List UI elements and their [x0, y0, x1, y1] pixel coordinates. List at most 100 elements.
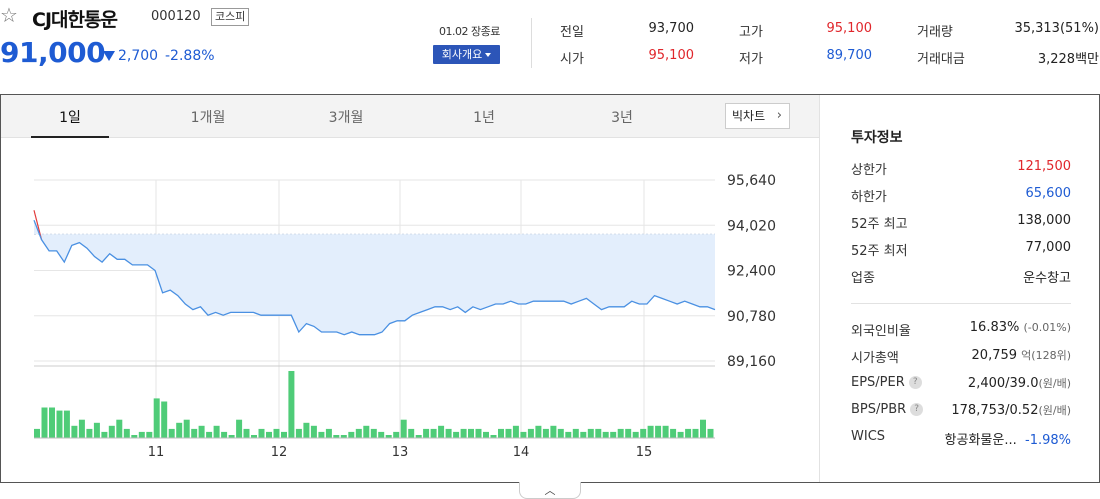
- help-icon[interactable]: ?: [910, 403, 924, 416]
- bps-pbr-text: BPS/PBR: [851, 402, 907, 417]
- tab-3year[interactable]: 3년: [611, 110, 633, 126]
- price-chart[interactable]: 95,640 94,020 92,400 90,780 89,160 11 12 13 14 15: [1, 139, 819, 483]
- low-label: 저가: [739, 52, 763, 67]
- x-tick-label: 14: [513, 445, 530, 460]
- volume-bar: [685, 428, 692, 438]
- volume-bar: [632, 431, 639, 438]
- volume-bar: [550, 425, 557, 438]
- bps-pbr-unit: (원/배): [1038, 404, 1071, 417]
- volume-bar: [542, 428, 549, 438]
- price-line: [33, 219, 716, 336]
- lower-limit-row: 하한가 65,600: [851, 186, 1072, 205]
- volume-bar: [580, 431, 587, 438]
- market-cap-row: 시가총액 20,759 억(128위): [851, 347, 1071, 366]
- low-52w-value: 77,000: [1025, 240, 1072, 255]
- volume-bar: [707, 428, 714, 438]
- chevron-up-icon: ︿: [544, 484, 556, 497]
- market-cap-value: 20,759 억(128위): [972, 347, 1071, 363]
- volume-bar: [251, 435, 257, 438]
- upper-limit-label: 상한가: [851, 163, 887, 178]
- volume-bar: [647, 425, 654, 438]
- volume-bar: [498, 428, 504, 438]
- market-cap-number: 20,759: [971, 348, 1018, 363]
- bigchart-button[interactable]: 빅차트 ›: [725, 103, 790, 129]
- volume-bar: [602, 431, 609, 438]
- sector-label: 업종: [851, 271, 875, 286]
- eps-per-unit: (원/배): [1038, 377, 1071, 390]
- volume-bar: [221, 431, 228, 438]
- volume-bar: [123, 428, 130, 438]
- volume-bar: [183, 419, 190, 438]
- amount-label: 거래대금: [917, 52, 965, 67]
- volume-bar: [557, 428, 564, 438]
- volume-bar: [161, 401, 168, 438]
- investment-info: 투자정보 상한가 121,500 하한가 65,600 52주 최고 138,0…: [819, 95, 1099, 482]
- volume-bar: [56, 410, 63, 438]
- volume-bar: [318, 431, 325, 438]
- stock-name[interactable]: CJ대한통운: [32, 9, 118, 31]
- volume-bar: [295, 428, 302, 438]
- high-52w-row: 52주 최고 138,000: [851, 213, 1071, 232]
- volume-bar: [640, 428, 647, 438]
- volume-bar: [41, 407, 48, 438]
- bps-pbr-label: BPS/PBR?: [851, 402, 924, 417]
- volume-bar: [213, 425, 220, 438]
- y-tick-label: 92,400: [727, 264, 776, 280]
- volume-bar: [243, 428, 250, 438]
- volume-bar: [71, 425, 78, 438]
- low-value: 89,700: [826, 48, 873, 63]
- bigchart-label: 빅차트: [732, 109, 766, 123]
- y-tick-label: 90,780: [727, 309, 776, 325]
- volume-bar: [408, 428, 415, 438]
- collapse-toggle[interactable]: ︿: [519, 482, 581, 499]
- upper-limit-value: 121,500: [1017, 159, 1071, 174]
- volume-bar: [423, 428, 430, 438]
- tab-1year[interactable]: 1년: [473, 110, 495, 126]
- bps-pbr-number: 178,753/0.52: [951, 403, 1039, 418]
- eps-per-value: 2,400/39.0(원/배): [968, 375, 1071, 391]
- y-tick-label: 95,640: [727, 173, 776, 189]
- tab-3month[interactable]: 3개월: [328, 110, 364, 126]
- volume-bar: [370, 428, 377, 438]
- active-tab-indicator: [31, 136, 109, 138]
- wics-value[interactable]: 항공화물운... -1.98%: [945, 429, 1071, 448]
- volume-bar: [333, 435, 340, 438]
- volume-bar: [78, 419, 85, 438]
- investment-title: 투자정보: [851, 130, 903, 146]
- chart-panel: 1일 1개월 3개월 1년 3년 빅차트 › 95,640 94,020 92,40…: [0, 94, 1100, 483]
- volume-bar: [483, 431, 489, 438]
- tab-1day[interactable]: 1일: [59, 110, 81, 126]
- open-label: 시가: [560, 52, 584, 67]
- volume-bar: [93, 422, 100, 438]
- tab-1month[interactable]: 1개월: [190, 110, 226, 126]
- star-icon[interactable]: ☆: [0, 3, 18, 27]
- wics-sector[interactable]: 항공화물운...: [944, 433, 1017, 448]
- volume-bar: [438, 425, 445, 438]
- volume-bar: [655, 425, 662, 438]
- volume-bar: [490, 435, 497, 438]
- volume-bar: [393, 431, 400, 438]
- volume-bar: [303, 422, 310, 438]
- volume-bar: [49, 407, 55, 438]
- volume-bar: [86, 428, 93, 438]
- y-tick-label: 94,020: [727, 218, 776, 234]
- volume-bar: [565, 431, 572, 438]
- volume-bar: [281, 431, 287, 438]
- x-tick-label: 11: [148, 445, 165, 460]
- volume-bar: [168, 428, 175, 438]
- foreign-ratio-value: 16.83% (-0.01%): [970, 320, 1071, 335]
- sector-value[interactable]: 운수창고: [1023, 271, 1071, 286]
- current-price: 91,000: [0, 36, 106, 69]
- company-overview-button[interactable]: 회사개요: [433, 45, 500, 64]
- volume-bar: [400, 419, 407, 438]
- volume-bar: [520, 431, 527, 438]
- price-area-fill: [34, 220, 715, 335]
- lower-limit-value: 65,600: [1025, 186, 1072, 201]
- help-icon[interactable]: ?: [908, 376, 922, 389]
- volume-bar: [378, 431, 385, 438]
- upper-limit-row: 상한가 121,500: [851, 159, 1071, 178]
- volume-bar: [527, 428, 534, 438]
- change-amount: 2,700: [118, 48, 159, 64]
- low-52w-row: 52주 최저 77,000: [851, 240, 1072, 259]
- volume-bar: [692, 428, 699, 438]
